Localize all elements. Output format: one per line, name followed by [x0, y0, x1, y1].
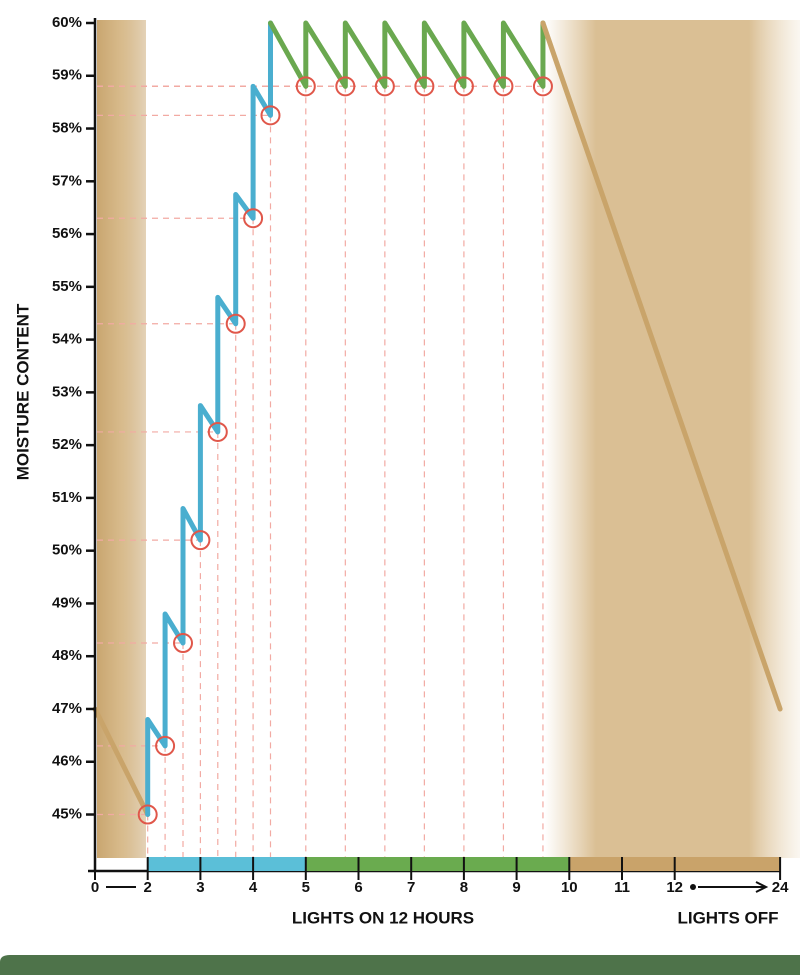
x-tick-label: 5: [302, 879, 310, 896]
x-tick-label: 24: [772, 879, 789, 896]
y-tick-label: 56%: [52, 225, 82, 242]
y-tick-label: 53%: [52, 383, 82, 400]
y-tick-label: 45%: [52, 805, 82, 822]
marker: [137, 804, 158, 825]
marker: [414, 76, 435, 97]
x-axis-title: LIGHTS OFF: [677, 908, 778, 927]
marker: [374, 76, 395, 97]
x-tick-label: 11: [614, 879, 630, 896]
marker: [207, 421, 228, 442]
x-tick-label: 3: [196, 879, 204, 896]
footer-strip: [0, 955, 800, 975]
marker: [173, 633, 194, 654]
marker: [190, 530, 211, 551]
marker: [260, 105, 281, 126]
y-tick-label: 57%: [52, 172, 82, 189]
x-tick-label: 9: [512, 879, 520, 896]
marker: [453, 76, 474, 97]
x-tick-label: 8: [460, 879, 468, 896]
x-tick-label: 12: [666, 879, 683, 896]
y-tick-label: 48%: [52, 647, 82, 664]
series-line: [540, 20, 783, 712]
y-tick-label: 46%: [52, 753, 82, 770]
y-tick-label: 52%: [52, 436, 82, 453]
marker: [295, 76, 316, 97]
axis-dot: [690, 884, 696, 890]
y-tick-label: 49%: [52, 594, 82, 611]
y-tick-label: 58%: [52, 120, 82, 137]
series-line: [92, 706, 151, 818]
phase-bar: [147, 857, 306, 871]
marker: [243, 208, 264, 229]
marker: [532, 76, 553, 97]
series-line: [145, 20, 273, 818]
marker: [493, 76, 514, 97]
shade-right: [545, 20, 800, 858]
marker: [225, 313, 246, 334]
x-axis-title: LIGHTS ON 12 HOURS: [292, 908, 474, 927]
series-line: [267, 20, 546, 89]
y-tick-label: 59%: [52, 67, 82, 84]
y-tick-label: 55%: [52, 278, 82, 295]
x-tick-label: 7: [407, 879, 415, 896]
x-tick-label: 0: [91, 879, 99, 896]
y-tick-label: 54%: [52, 331, 82, 348]
marker: [155, 735, 176, 756]
y-tick-label: 51%: [52, 489, 82, 506]
y-tick-label: 60%: [52, 14, 82, 31]
y-axis-title: MOISTURE CONTENT: [13, 303, 32, 480]
axis-arrowhead: [755, 881, 769, 893]
marker: [335, 76, 356, 97]
y-tick-label: 50%: [52, 542, 82, 559]
x-tick-label: 10: [561, 879, 578, 896]
x-tick-label: 2: [144, 879, 152, 896]
x-tick-label: 4: [249, 879, 258, 896]
phase-bar: [305, 857, 570, 871]
shade-left: [97, 20, 146, 858]
x-tick-label: 6: [354, 879, 362, 896]
y-tick-label: 47%: [52, 700, 82, 717]
